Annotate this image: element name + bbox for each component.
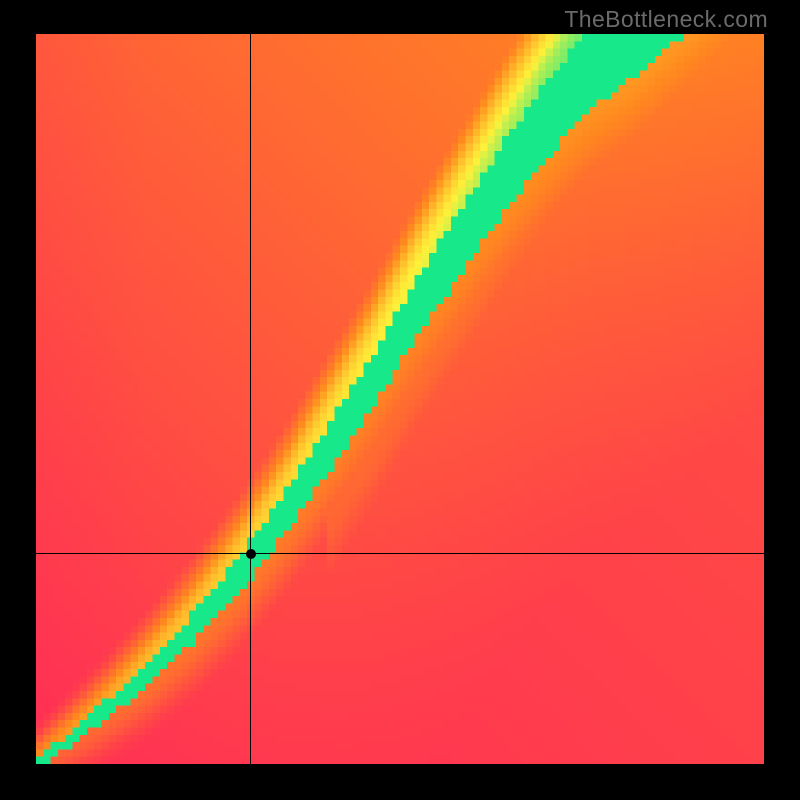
watermark-text: TheBottleneck.com [564,6,768,33]
heatmap-plot [36,34,764,764]
marker-point [246,549,256,559]
crosshair-vertical [250,34,251,764]
crosshair-horizontal [36,553,764,554]
heatmap-canvas [36,34,764,764]
chart-frame: { "canvas": { "width": 800, "height": 80… [0,0,800,800]
